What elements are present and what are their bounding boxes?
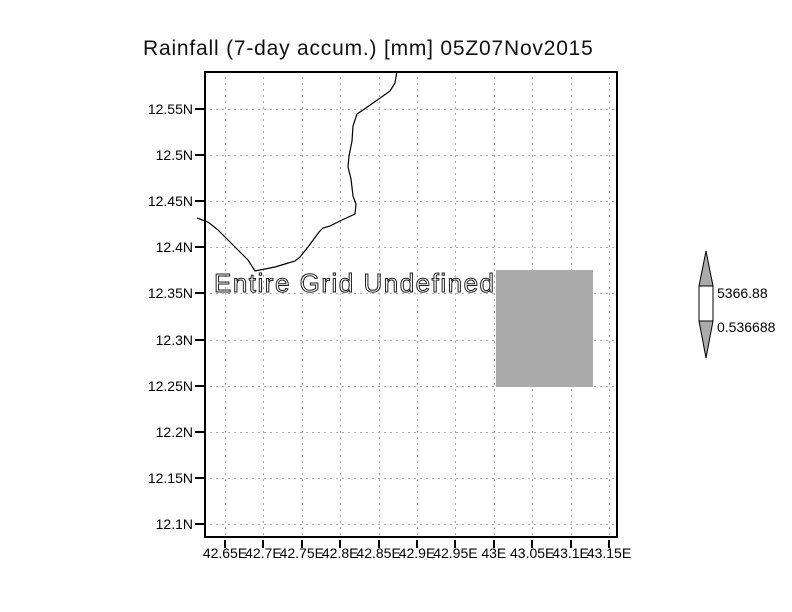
x-axis-label: 42.9E: [398, 545, 436, 561]
plot-title: Rainfall (7-day accum.) [mm] 05Z07Nov201…: [143, 37, 594, 60]
colorbar-max-label: 5366.88: [717, 285, 768, 301]
gridline-vertical: [225, 71, 226, 538]
y-axis-tick: [195, 338, 204, 341]
colorbar-mid-cell: [698, 285, 714, 322]
gridline-horizontal: [204, 524, 618, 526]
y-axis-label: 12.15N: [147, 470, 193, 487]
x-axis-label: 43.15E: [586, 545, 632, 561]
gridline-vertical: [493, 71, 495, 538]
y-axis-label: 12.25N: [147, 377, 193, 394]
y-axis-tick: [195, 246, 204, 249]
y-axis-tick: [195, 430, 204, 433]
x-axis-tick: [224, 540, 226, 548]
x-axis-tick: [416, 540, 418, 548]
y-axis-label: 12.3N: [155, 331, 193, 348]
x-axis-label: 43.05E: [510, 545, 555, 561]
y-axis-label: 12.55N: [147, 100, 193, 117]
colorbar-top-arrow: [698, 250, 714, 287]
y-axis-label: 12.4N: [155, 239, 193, 256]
gridline-vertical: [301, 71, 303, 538]
gridline-vertical: [378, 71, 380, 538]
x-axis-label: 43E: [481, 545, 507, 561]
gridline-horizontal: [204, 108, 618, 110]
y-axis-label: 12.45N: [147, 192, 193, 209]
y-axis-tick: [195, 292, 204, 295]
colorbar: [698, 250, 714, 359]
gridline-vertical: [417, 71, 418, 538]
colorbar-min-label: 0.536688: [717, 319, 776, 335]
colorbar-bottom-arrow: [698, 320, 714, 359]
x-axis-label: 42.8E: [321, 545, 359, 561]
x-axis-tick: [531, 540, 534, 548]
x-axis-tick: [608, 540, 610, 548]
x-axis-tick: [262, 540, 265, 548]
gridline-horizontal: [204, 200, 618, 202]
x-axis-label: 42.85E: [356, 545, 401, 561]
gridline-horizontal: [204, 385, 618, 387]
x-axis-label: 42.7E: [245, 545, 282, 561]
x-axis-tick: [377, 540, 380, 548]
gridline-horizontal: [204, 154, 618, 156]
gridline-horizontal: [204, 247, 618, 249]
y-axis-label: 12.5N: [155, 146, 193, 163]
x-axis-tick: [339, 540, 342, 548]
x-axis-tick: [492, 540, 495, 548]
undefined-grid-message: Entire Grid Undefined: [214, 268, 496, 299]
y-axis-tick: [195, 477, 204, 480]
gridline-vertical: [609, 71, 610, 538]
y-axis-label: 12.2N: [155, 423, 193, 440]
y-axis-tick: [195, 153, 204, 156]
y-axis-tick: [195, 107, 204, 110]
gridline-horizontal: [204, 293, 618, 295]
y-axis-label: 12.35N: [147, 285, 193, 302]
gridline-vertical: [340, 71, 342, 538]
y-axis-tick: [195, 384, 204, 387]
gridline-vertical: [455, 71, 457, 538]
gridline-horizontal: [204, 478, 618, 480]
y-axis-label: 12.1N: [155, 516, 193, 533]
y-axis-tick: [195, 199, 204, 202]
map-frame: [204, 71, 618, 538]
gridline-vertical: [263, 71, 265, 538]
shaded-region: [496, 270, 593, 387]
x-axis-tick: [300, 540, 303, 548]
x-axis-label: 42.75E: [279, 545, 324, 561]
y-axis-tick: [195, 523, 204, 526]
x-axis-label: 43.1E: [552, 545, 589, 561]
x-axis-tick: [454, 540, 457, 548]
gridline-horizontal: [204, 339, 618, 341]
x-axis-label: 42.65E: [202, 545, 248, 561]
x-axis-label: 42.95E: [433, 545, 478, 561]
gridline-horizontal: [204, 431, 618, 433]
x-axis-tick: [569, 540, 572, 548]
